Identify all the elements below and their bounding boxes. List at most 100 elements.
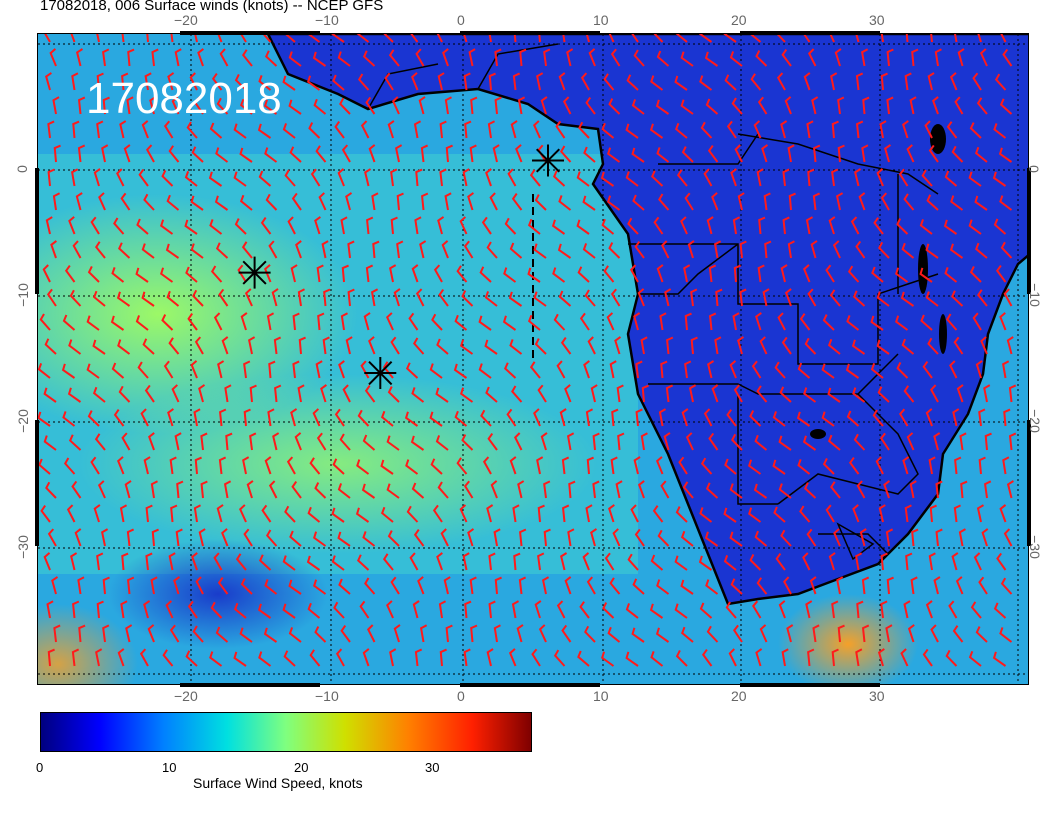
wind-barb xyxy=(342,384,351,403)
axis-bar-right xyxy=(1027,420,1031,546)
wind-barb xyxy=(143,600,151,619)
wind-barb xyxy=(323,288,331,307)
wind-barb xyxy=(332,458,345,475)
wind-barb xyxy=(487,433,498,451)
wind-barb xyxy=(562,96,572,115)
wind-barb xyxy=(785,288,792,307)
wind-barb xyxy=(852,387,866,403)
wind-barb xyxy=(198,528,206,547)
wind-barb xyxy=(902,456,910,475)
wind-barb xyxy=(209,219,223,235)
wind-barb xyxy=(78,624,86,643)
wind-barb xyxy=(411,387,425,403)
wind-barb xyxy=(362,531,376,547)
axis-bar-bottom xyxy=(740,683,880,687)
wind-barb xyxy=(925,291,939,307)
wind-barb xyxy=(953,504,961,523)
wind-barb xyxy=(588,48,596,67)
wind-barb xyxy=(968,219,982,235)
wind-barb xyxy=(905,552,913,571)
wind-barb xyxy=(282,555,296,571)
wind-barb xyxy=(160,219,174,235)
wind-barb xyxy=(439,168,447,187)
wind-barb xyxy=(780,120,788,139)
wind-barb xyxy=(121,432,131,451)
wind-barb xyxy=(368,144,376,163)
wind-barb xyxy=(210,265,223,283)
wind-barb xyxy=(705,482,719,499)
wind-barb xyxy=(534,600,542,619)
wind-barb xyxy=(166,290,180,307)
wind-barb xyxy=(362,648,370,667)
wind-barb xyxy=(189,72,198,91)
star-marker xyxy=(532,144,564,177)
wind-barb xyxy=(730,168,737,187)
wind-barb xyxy=(560,552,568,571)
wind-barb xyxy=(930,624,939,643)
wind-barb xyxy=(147,624,155,643)
wind-barb xyxy=(604,552,615,571)
wind-barb xyxy=(467,528,475,547)
wind-barb xyxy=(592,480,600,499)
wind-barb xyxy=(308,122,321,139)
wind-barb xyxy=(494,576,502,595)
wind-barb xyxy=(309,649,321,667)
wind-barb xyxy=(837,624,845,643)
wind-barb xyxy=(527,218,541,235)
wind-barb xyxy=(660,240,670,259)
wind-barb xyxy=(387,530,400,547)
wind-barb xyxy=(634,528,645,547)
wind-barb xyxy=(748,507,762,523)
wind-barb xyxy=(321,240,329,259)
axis-bar-top xyxy=(180,31,320,35)
wind-barb xyxy=(294,432,302,451)
wind-barb xyxy=(968,650,982,667)
wind-barbs xyxy=(38,34,1017,667)
wind-barb xyxy=(552,267,566,283)
wind-barb xyxy=(836,576,844,595)
wind-barb xyxy=(390,216,398,235)
axis-bar-bottom xyxy=(460,683,600,687)
wind-barb xyxy=(949,243,964,259)
wind-barb xyxy=(365,96,376,115)
lat-tick-left: 0 xyxy=(13,165,30,173)
wind-barb xyxy=(922,648,933,667)
wind-barb xyxy=(506,408,517,427)
wind-barb xyxy=(761,144,769,163)
wind-barb xyxy=(145,34,153,43)
wind-barb xyxy=(244,288,253,307)
wind-barb xyxy=(488,72,496,91)
wind-barb xyxy=(151,48,159,67)
wind-barb xyxy=(435,387,449,403)
wind-barb xyxy=(711,384,719,403)
wind-barb xyxy=(608,242,621,259)
wind-barb xyxy=(886,576,894,595)
wind-barb xyxy=(513,432,523,451)
wind-barb xyxy=(674,555,688,571)
wind-barb xyxy=(804,482,817,499)
wind-barb xyxy=(755,312,762,331)
wind-barb xyxy=(38,363,51,379)
wind-barb xyxy=(464,600,472,619)
wind-barb xyxy=(356,459,370,475)
wind-barb xyxy=(616,384,624,403)
wind-barb xyxy=(699,75,713,91)
wind-barb xyxy=(193,504,201,523)
wind-barb xyxy=(415,168,423,187)
wind-barb xyxy=(737,336,745,355)
wind-barb xyxy=(481,216,492,235)
wind-barb xyxy=(101,144,109,163)
wind-barb xyxy=(173,576,180,595)
wind-barb xyxy=(753,120,762,139)
wind-barb xyxy=(337,531,351,547)
wind-barb xyxy=(437,216,445,235)
wind-barb xyxy=(494,96,502,115)
wind-barb xyxy=(708,432,719,451)
wind-barb xyxy=(925,600,933,619)
wind-barb xyxy=(47,168,55,187)
wind-barb xyxy=(63,457,76,475)
wind-barb xyxy=(609,577,621,595)
wind-barb xyxy=(909,96,917,115)
star-marker xyxy=(238,256,271,289)
lat-tick-right: −30 xyxy=(1026,535,1043,559)
